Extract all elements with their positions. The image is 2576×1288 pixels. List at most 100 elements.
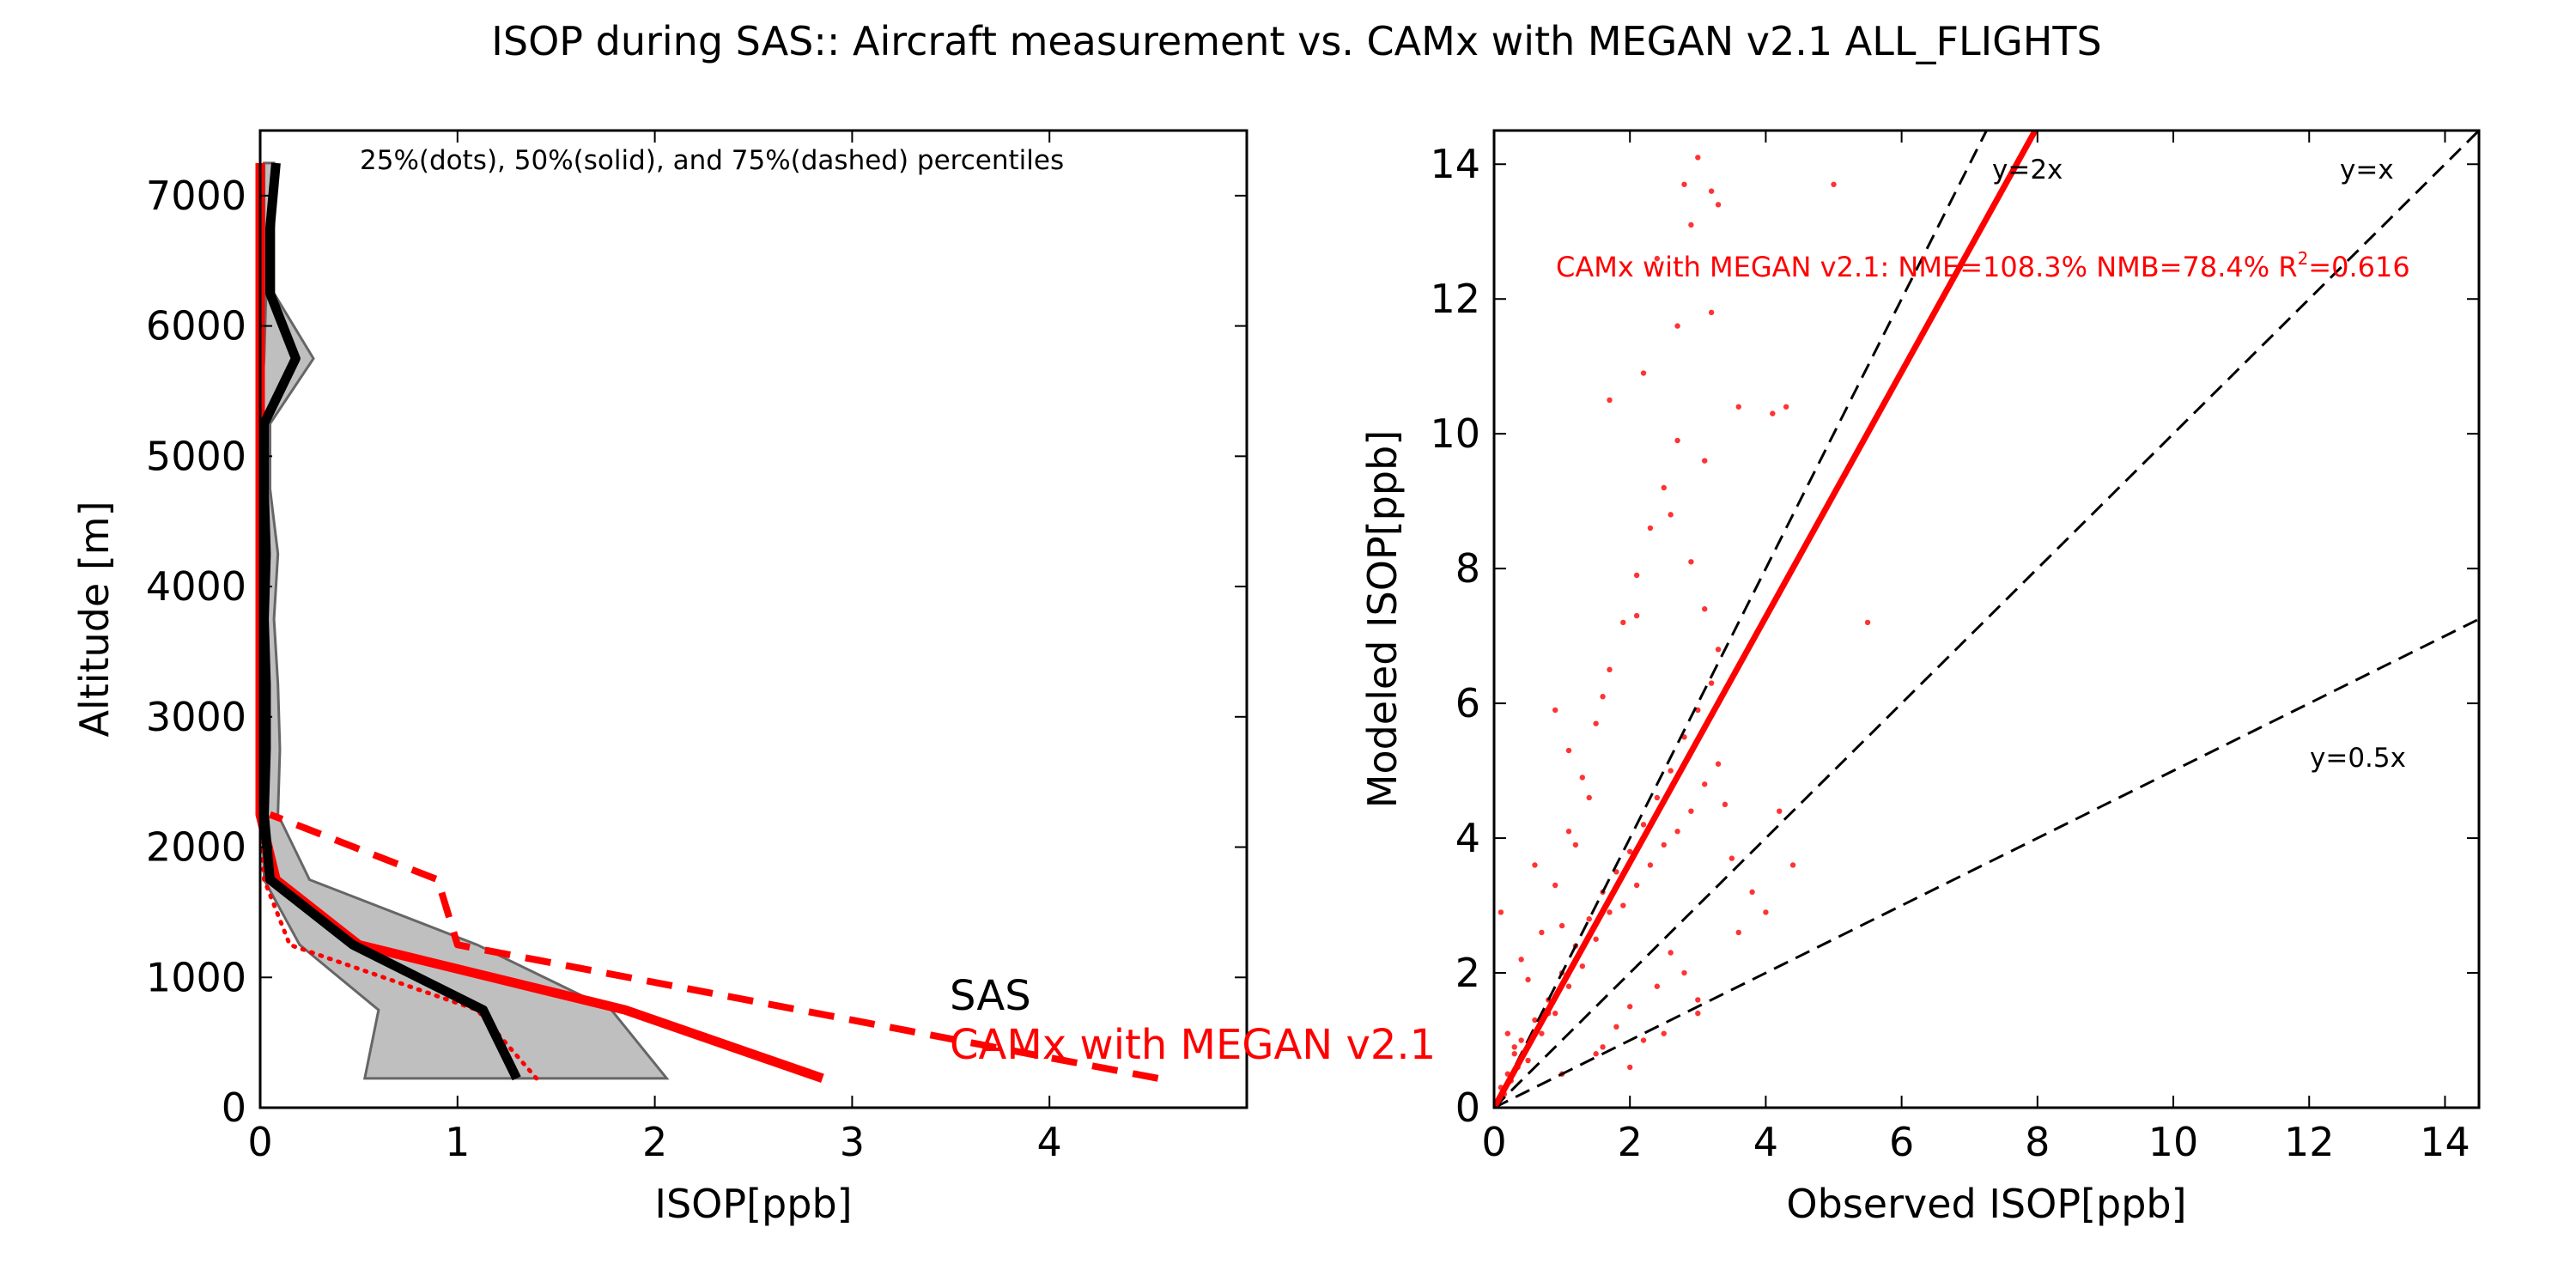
scatter-point <box>1864 619 1871 626</box>
scatter-point <box>1593 1051 1599 1057</box>
scatter-point <box>1688 808 1694 814</box>
scatter-point <box>1674 323 1680 329</box>
scatter-point <box>1532 862 1538 868</box>
x-tick-label: 8 <box>2025 1119 2050 1165</box>
scatter-point <box>1647 525 1654 532</box>
scatter-point <box>1552 707 1558 714</box>
scatter-point <box>1681 969 1687 976</box>
percentile-annotation: 25%(dots), 50%(solid), and 75%(dashed) p… <box>360 145 1064 176</box>
reference-line-y-05x <box>1494 617 2479 1108</box>
scatter-point <box>1620 619 1626 626</box>
legend-entry-camx: CAMx with MEGAN v2.1 <box>950 1021 1436 1069</box>
scatter-point <box>1518 957 1524 963</box>
x-tick-label: 2 <box>1618 1119 1643 1165</box>
scatter-point <box>1688 559 1694 565</box>
x-tick-label: 6 <box>1889 1119 1914 1165</box>
y-tick-label: 0 <box>222 1084 246 1131</box>
scatter-point <box>1654 794 1661 801</box>
scatter-point <box>1579 775 1586 781</box>
scatter-point <box>1728 855 1735 861</box>
x-tick-label: 0 <box>1481 1119 1506 1165</box>
scatter-point <box>1525 976 1531 983</box>
y-tick-label: 3000 <box>146 694 246 740</box>
y-tick-label: 4000 <box>146 563 246 610</box>
y-tick-label: 14 <box>1430 141 1480 187</box>
y-tick-label: 12 <box>1430 276 1480 322</box>
regression-line <box>1494 131 2039 1108</box>
y-tick-label: 7000 <box>146 173 246 219</box>
scatter-point <box>1708 680 1715 686</box>
scatter-point <box>1633 572 1640 579</box>
y-tick-label: 10 <box>1430 410 1480 457</box>
y-tick-label: 5000 <box>146 433 246 479</box>
scatter-point <box>1572 841 1579 848</box>
scatter-point <box>1586 916 1592 922</box>
scatter-point <box>1715 647 1722 653</box>
x-tick-label: 4 <box>1753 1119 1778 1165</box>
scatter-point <box>1640 370 1647 376</box>
scatter-point <box>1674 437 1680 444</box>
right-x-axis-label: Observed ISOP[ppb] <box>1786 1181 2186 1227</box>
scatter-point <box>1539 929 1545 936</box>
scatter-point <box>1627 1064 1633 1071</box>
reference-line-y-2x <box>1494 131 1989 1108</box>
scatter-point <box>1735 404 1741 410</box>
scatter-point <box>1504 1030 1511 1036</box>
scatter-point <box>1511 1044 1517 1050</box>
scatter-point <box>1735 929 1741 936</box>
scatter-plot-area <box>1494 131 2479 1108</box>
x-tick-label: 0 <box>247 1119 272 1165</box>
x-tick-label: 3 <box>840 1119 865 1165</box>
altitude-profile-chart: 0 1 2 3 4 0 1000 2000 3000 4000 5000 6000 7000 25%(… <box>71 129 1436 1227</box>
scatter-point <box>1695 1010 1701 1017</box>
scatter-point <box>1688 222 1694 228</box>
x-tick-label: 10 <box>2148 1119 2199 1165</box>
right-y-axis-label: Modeled ISOP[ppb] <box>1359 430 1406 808</box>
scatter-point <box>1715 761 1722 767</box>
scatter-point <box>1647 862 1654 868</box>
scatter-point <box>1633 882 1640 889</box>
scatter-point <box>1702 458 1708 464</box>
scatter-point <box>1708 188 1715 194</box>
reference-lines <box>1494 131 2479 1108</box>
scatter-point <box>1640 1037 1647 1043</box>
scatter-point <box>1702 781 1708 787</box>
y-tick-label: 6 <box>1455 680 1480 726</box>
regression-statistics: CAMx with MEGAN v2.1: NME=108.3% NMB=78.… <box>1556 248 2410 283</box>
stats-value: =0.616 <box>2308 251 2409 283</box>
scatter-point <box>1668 512 1674 518</box>
scatter-point <box>1654 983 1661 989</box>
y-tick-label: 8 <box>1455 545 1480 592</box>
scatter-point <box>1640 822 1647 828</box>
scatter-point <box>1681 181 1687 187</box>
scatter-point <box>1831 181 1837 187</box>
x-tick-label: 4 <box>1037 1119 1062 1165</box>
scatter-point <box>1600 694 1606 700</box>
x-tick-label: 14 <box>2420 1119 2470 1165</box>
scatter-point <box>1613 1024 1619 1030</box>
scatter-point <box>1525 1057 1531 1064</box>
scatter-point <box>1702 606 1708 612</box>
y-tick-label: 1000 <box>146 954 246 1000</box>
scatter-point <box>1763 909 1769 915</box>
y-tick-label: 0 <box>1455 1084 1480 1131</box>
left-plot-frame <box>258 129 1249 1109</box>
right-plot-frame <box>1492 129 2481 1109</box>
scatter-point <box>1593 720 1599 726</box>
profile-line-camx-75pct <box>269 811 1159 1082</box>
y-tick-label: 2 <box>1455 950 1480 996</box>
reference-label-half-x: y=0.5x <box>2310 743 2406 774</box>
scatter-point <box>1579 963 1586 969</box>
scatter-point <box>1789 862 1796 868</box>
y-tick-label: 4 <box>1455 815 1480 861</box>
scatter-point <box>1654 255 1661 262</box>
left-y-ticks: 0 1000 2000 3000 4000 5000 6000 7000 <box>146 173 1247 1131</box>
scatter-point <box>1783 404 1789 410</box>
scatter-point <box>1565 829 1572 835</box>
scatter-point <box>1607 666 1613 673</box>
right-x-ticks: 0 2 4 6 8 10 12 14 <box>1481 131 2470 1165</box>
scatter-point <box>1600 1044 1606 1050</box>
scatter-point <box>1674 829 1680 835</box>
